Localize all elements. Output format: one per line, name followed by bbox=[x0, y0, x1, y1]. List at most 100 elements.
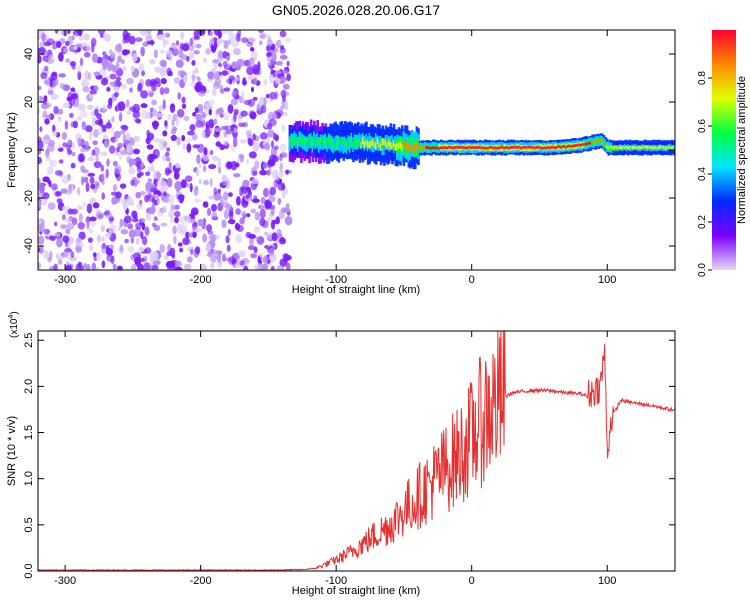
spectrogram-noise-cell bbox=[222, 140, 229, 146]
spectrogram-noise-cell bbox=[50, 72, 58, 81]
spectrogram-band-cell bbox=[485, 146, 489, 150]
spectrogram-noise-cell bbox=[231, 61, 239, 69]
spectrogram-noise-cell bbox=[145, 171, 151, 177]
spectrogram-noise-cell bbox=[41, 30, 46, 33]
spectrogram-noise-cell bbox=[76, 116, 83, 121]
spectrogram-band-cell bbox=[666, 146, 669, 150]
spectrogram-noise-cell bbox=[80, 165, 86, 173]
spectrogram-noise-cell bbox=[262, 162, 269, 169]
spectrogram-noise-cell bbox=[212, 87, 217, 97]
spectrogram-noise-cell bbox=[88, 228, 94, 234]
spectrogram-noise-cell bbox=[223, 112, 230, 121]
spectrogram-noise-cell bbox=[219, 144, 225, 151]
spectrogram-noise-cell bbox=[151, 222, 157, 228]
spectrogram-band-cell bbox=[427, 146, 430, 149]
spectrogram-noise-cell bbox=[166, 177, 173, 188]
spectrogram-band-cell bbox=[309, 132, 313, 148]
spectrogram-band-cell bbox=[454, 146, 458, 149]
spectrogram-noise-cell bbox=[127, 223, 134, 230]
spectrogram-noise-cell bbox=[243, 265, 249, 270]
spectrogram-noise-cell bbox=[121, 83, 127, 90]
spectrogram-noise-cell bbox=[251, 178, 260, 185]
snr-panel: -300 -200 -100 0 100 0.0 0.5 1.0 1.5 2.0 2.5 Heig… bbox=[6, 311, 676, 597]
spectrogram-noise-cell bbox=[77, 222, 86, 230]
spectrogram-noise-cell bbox=[213, 40, 218, 50]
spectrogram-band-cell bbox=[662, 145, 666, 149]
spectrogram-noise-cell bbox=[285, 169, 289, 175]
spectrogram-noise-cell bbox=[213, 30, 220, 36]
spectrogram-noise-cell bbox=[117, 225, 122, 231]
spectrogram-noise-cell bbox=[55, 191, 61, 196]
spectrogram-noise-cell bbox=[170, 128, 177, 135]
spectrogram-noise-cell bbox=[194, 198, 202, 203]
spectrogram-noise-cell bbox=[180, 179, 187, 189]
spectrogram-y-tick-label: 20 bbox=[23, 96, 35, 108]
spectrogram-band-cell bbox=[462, 146, 466, 150]
spectrogram-noise-cell bbox=[238, 122, 246, 128]
spectrogram-band-cell bbox=[636, 146, 640, 149]
spectrogram-noise-cell bbox=[264, 231, 269, 236]
spectrogram-noise-cell bbox=[47, 202, 56, 210]
spectrogram-noise-cell bbox=[128, 35, 136, 45]
spectrogram-noise-cell bbox=[218, 62, 223, 68]
spectrogram-noise-cell bbox=[64, 120, 69, 130]
spectrogram-noise-cell bbox=[204, 102, 212, 110]
spectrogram-noise-cell bbox=[150, 108, 158, 117]
spectrogram-band-cell bbox=[496, 146, 500, 150]
spectrogram-noise-cell bbox=[197, 76, 201, 82]
spectrogram-noise-cell bbox=[146, 132, 155, 141]
spectrogram-band-cell bbox=[615, 146, 619, 150]
spectrogram-noise-cell bbox=[191, 69, 199, 74]
spectrogram-noise-cell bbox=[242, 77, 247, 86]
spectrogram-noise-cell bbox=[105, 233, 109, 238]
spectrogram-noise-cell bbox=[284, 216, 293, 226]
spectrogram-noise-cell bbox=[111, 65, 117, 73]
spectrogram-noise-cell bbox=[157, 208, 164, 217]
spectrogram-noise-cell bbox=[93, 128, 99, 138]
spectrogram-noise-cell bbox=[46, 38, 55, 46]
spectrogram-noise-cell bbox=[281, 182, 286, 191]
spectrogram-noise-cell bbox=[171, 119, 175, 127]
snr-multiplier: (x104) bbox=[8, 311, 20, 338]
spectrogram-noise-cell bbox=[183, 115, 190, 122]
spectrogram-heatmap bbox=[38, 30, 675, 270]
spectrogram-noise-cell bbox=[54, 30, 59, 34]
snr-y-tick-label: 0.5 bbox=[23, 517, 35, 532]
spectrogram-noise-cell bbox=[153, 49, 158, 59]
spectrogram-band-cell bbox=[542, 146, 545, 150]
spectrogram-noise-cell bbox=[220, 125, 229, 130]
spectrogram-noise-cell bbox=[198, 178, 202, 185]
spectrogram-band-cell bbox=[627, 146, 630, 150]
spectrogram-noise-cell bbox=[179, 247, 184, 253]
spectrogram-noise-cell bbox=[42, 139, 50, 144]
spectrogram-noise-cell bbox=[153, 187, 158, 195]
spectrogram-noise-cell bbox=[123, 138, 129, 146]
spectrogram-band-cell bbox=[509, 146, 513, 149]
spectrogram-noise-cell bbox=[38, 156, 42, 164]
spectrogram-noise-cell bbox=[208, 108, 212, 116]
spectrogram-band-cell bbox=[535, 146, 539, 149]
spectrogram-band-cell bbox=[394, 143, 397, 151]
spectrogram-noise-cell bbox=[77, 205, 83, 210]
spectrogram-band-cell bbox=[669, 146, 672, 149]
spectrogram-noise-cell bbox=[130, 65, 135, 73]
spectrogram-band-cell bbox=[506, 146, 510, 150]
spectrogram-noise-cell bbox=[217, 107, 224, 115]
spectrogram-band-cell bbox=[649, 146, 653, 149]
spectrogram-noise-cell bbox=[237, 250, 246, 258]
spectrogram-band-cell bbox=[350, 137, 354, 145]
spectrogram-noise-cell bbox=[38, 149, 42, 155]
spectrogram-noise-cell bbox=[38, 30, 43, 40]
spectrogram-noise-cell bbox=[106, 158, 110, 167]
spectrogram-band-cell bbox=[451, 146, 454, 150]
spectrogram-noise-cell bbox=[165, 32, 171, 38]
spectrogram-noise-cell bbox=[147, 183, 156, 189]
spectrogram-band-cell bbox=[550, 145, 554, 149]
spectrogram-noise-cell bbox=[77, 64, 82, 73]
spectrogram-noise-cell bbox=[155, 260, 161, 265]
spectrogram-noise-cell bbox=[48, 180, 52, 188]
spectrogram-noise-cell bbox=[217, 158, 222, 168]
spectrogram-noise-cell bbox=[100, 224, 106, 233]
spectrogram-noise-cell bbox=[259, 132, 268, 140]
spectrogram-noise-cell bbox=[284, 37, 292, 43]
